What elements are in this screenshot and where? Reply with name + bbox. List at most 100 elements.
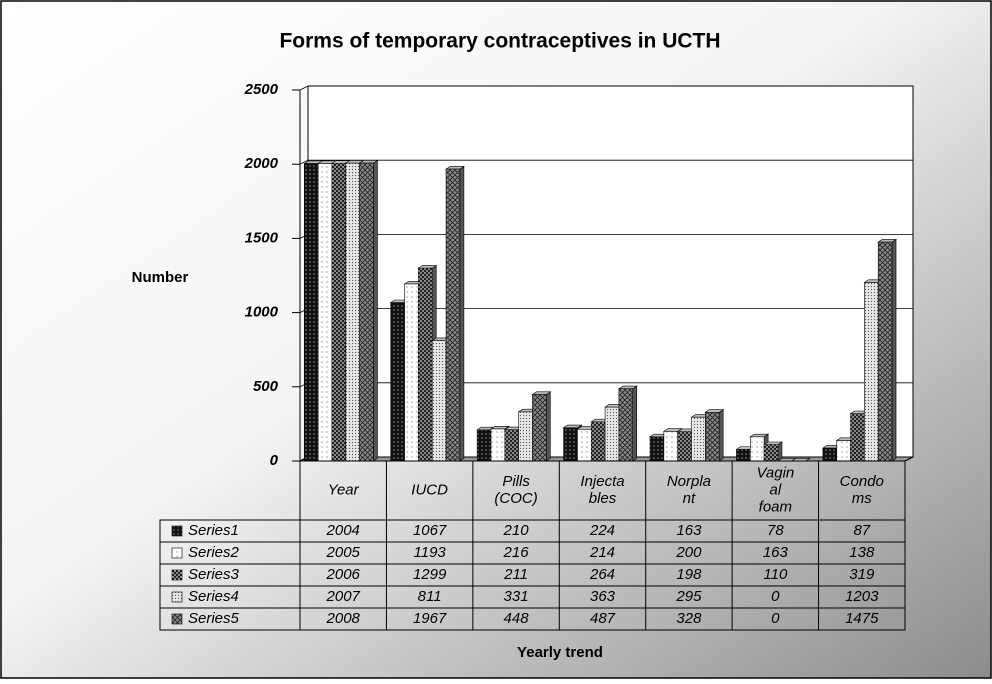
table-value: 328: [676, 610, 702, 627]
table-value: 811: [418, 588, 442, 605]
bar-side: [777, 441, 783, 462]
bar-side: [546, 391, 551, 462]
bar-texture: [532, 394, 547, 461]
legend-key-texture: [172, 526, 182, 536]
x-axis-title: Yearly trend: [517, 644, 603, 661]
bar-texture: [318, 163, 332, 461]
x-tick-label: IUCD: [411, 481, 448, 498]
table-value: 78: [767, 522, 784, 539]
bar-texture: [864, 282, 879, 461]
legend-key-texture: [172, 592, 182, 602]
bar-side: [373, 159, 378, 462]
legend-label: Series2: [188, 544, 240, 561]
x-tick-label: Pills (COC): [494, 473, 537, 507]
x-tick-label: Vagin al foam: [756, 464, 794, 515]
bar-side: [459, 165, 465, 462]
legend-key-texture: [172, 570, 182, 580]
table-value: 363: [590, 588, 616, 605]
legend-label: Series5: [188, 610, 240, 627]
bar-texture: [850, 413, 865, 461]
table-value: 2005: [326, 544, 361, 561]
bar-texture: [650, 436, 664, 461]
table-value: 110: [763, 566, 788, 583]
bar-texture: [504, 429, 519, 461]
y-tick-label: 2000: [244, 155, 279, 172]
bar-texture: [577, 429, 592, 461]
chart-title: Forms of temporary contraceptives in UCT…: [279, 30, 720, 53]
bar-texture: [878, 242, 893, 461]
table-value: 2008: [326, 610, 361, 627]
bar-texture: [691, 417, 706, 461]
table-value: 264: [589, 566, 615, 583]
bar-texture: [764, 444, 778, 461]
table-value: 1475: [845, 610, 879, 627]
table-value: 87: [853, 522, 870, 539]
table-value: 210: [503, 522, 530, 539]
table-value: 487: [590, 610, 616, 627]
y-tick-label: 1500: [245, 229, 279, 246]
table-value: 224: [589, 522, 615, 539]
bar-texture: [518, 411, 533, 461]
table-value: 0: [771, 610, 780, 627]
bar-texture: [605, 407, 619, 461]
table-value: 138: [849, 544, 875, 561]
legend-key-texture: [172, 614, 182, 624]
bar-side: [718, 409, 724, 462]
bar-texture: [618, 388, 633, 461]
grid-line: [299, 159, 913, 165]
x-tick-label: Norpla nt: [667, 473, 711, 507]
table-value: 1967: [413, 610, 447, 627]
y-axis-title: Number: [132, 269, 189, 286]
y-tick-label: 2500: [244, 81, 279, 98]
table-value: 1067: [413, 522, 447, 539]
table-value: 2004: [326, 522, 360, 539]
table-value: 1203: [845, 588, 879, 605]
grid-line: [299, 85, 913, 91]
y-tick-label: 1000: [245, 304, 279, 321]
table-value: 0: [771, 588, 780, 605]
x-tick-label: Condo ms: [840, 473, 884, 507]
table-value: 163: [676, 522, 702, 539]
bar-texture: [836, 440, 851, 461]
table-value: 216: [503, 544, 530, 561]
legend-key-texture: [172, 548, 182, 558]
bar-texture: [404, 283, 419, 461]
bar-texture: [736, 449, 751, 461]
bar-texture: [491, 428, 505, 461]
table-value: 319: [849, 566, 875, 583]
bar-texture: [304, 163, 319, 462]
table-value: 198: [676, 566, 702, 583]
bar-texture: [331, 163, 346, 461]
legend-label: Series3: [188, 566, 240, 583]
bar-texture: [418, 268, 433, 461]
table-value: 295: [675, 588, 702, 605]
y-tick-label: 0: [270, 452, 279, 469]
legend-label: Series1: [188, 522, 239, 539]
bar-texture: [705, 412, 720, 461]
bar-texture: [432, 340, 447, 461]
bar-texture: [563, 427, 578, 461]
bar-texture: [591, 421, 606, 461]
table-value: 211: [503, 566, 528, 583]
legend-label: Series4: [188, 588, 239, 605]
bar-texture: [663, 431, 678, 461]
x-tick-label: Year: [328, 481, 360, 498]
bar-texture: [822, 448, 837, 461]
table-value: 1193: [414, 544, 447, 561]
bar-texture: [677, 431, 692, 461]
table-value: 331: [504, 588, 529, 605]
bar-side: [632, 385, 638, 462]
bar-side: [891, 238, 897, 462]
table-value: 200: [675, 544, 702, 561]
table-value: 2006: [326, 566, 361, 583]
y-tick-label: 500: [253, 378, 279, 395]
table-value: 214: [589, 544, 615, 561]
bar-texture: [390, 302, 405, 461]
bar-texture: [345, 163, 360, 461]
table-value: 448: [504, 610, 530, 627]
table-value: 1299: [413, 566, 447, 583]
bar-texture: [446, 169, 460, 461]
table-value: 2007: [326, 588, 361, 605]
